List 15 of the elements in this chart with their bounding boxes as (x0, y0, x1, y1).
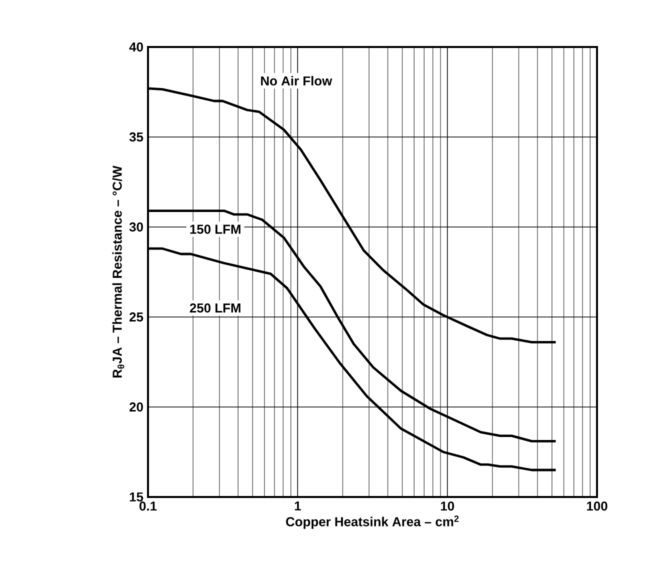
y-tick-label: 20 (130, 402, 143, 412)
y-tick-label: 35 (129, 132, 144, 142)
y-tick-label: 40 (129, 42, 143, 52)
y-tick-label: 30 (129, 222, 143, 232)
series-label: 150 LFM (190, 224, 240, 234)
x-axis-title: Copper Heatsink Area – cm$^{2}$ (286, 516, 459, 529)
text: 250 LFM (190, 303, 240, 313)
y-tick-label: 25 (130, 312, 144, 322)
x-tick-label: 1 (294, 502, 301, 510)
y-tick-label: 15 (130, 492, 144, 502)
x-tick-label: 0.1 (140, 502, 157, 511)
x-tick-label: 10 (440, 502, 454, 511)
y-axis-title: R$_{θ}$JA – Thermal Resistance – °C/W (112, 166, 124, 378)
text: No Air Flow (261, 76, 332, 86)
x-tick-label: 100 (587, 502, 608, 511)
